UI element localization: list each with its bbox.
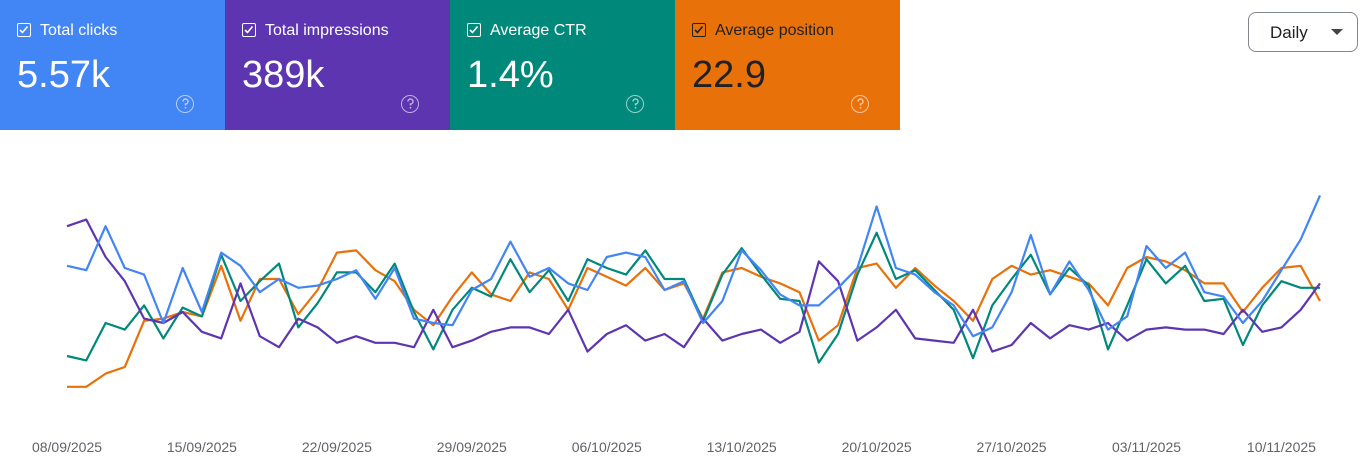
check-mark	[469, 25, 479, 34]
question-mark	[406, 98, 414, 109]
help-icon[interactable]	[401, 95, 419, 113]
metric-value: 5.57k	[17, 54, 110, 96]
metric-card[interactable]: Total clicks 5.57k	[0, 0, 225, 130]
x-tick-label: 27/10/2025	[977, 439, 1047, 455]
metric-label: Average CTR	[490, 22, 587, 39]
check-mark	[19, 25, 29, 34]
metric-card[interactable]: Average position 22.9	[675, 0, 900, 130]
x-tick-label: 06/10/2025	[572, 439, 642, 455]
question-mark	[631, 98, 639, 109]
checkbox	[467, 23, 481, 37]
checkbox	[692, 23, 706, 37]
metric-value: 22.9	[692, 54, 766, 96]
metric-card[interactable]: Total impressions 389k	[225, 0, 450, 130]
series-line	[66, 218, 1321, 353]
series-line	[66, 194, 1322, 338]
question-mark	[181, 98, 189, 109]
metric-card[interactable]: Average CTR 1.4%	[450, 0, 675, 130]
series-line	[67, 249, 1321, 388]
metric-label: Total impressions	[265, 22, 389, 39]
dropdown-arrow	[1331, 29, 1343, 35]
x-tick-label: 29/09/2025	[437, 439, 507, 455]
x-tick-label: 08/09/2025	[32, 439, 102, 455]
metric-label: Total clicks	[40, 22, 118, 39]
check-mark	[694, 25, 704, 34]
checkbox	[17, 23, 31, 37]
metric-cards: Total clicks 5.57k Total impressions 389k Av…	[0, 0, 900, 130]
metric-value: 389k	[242, 54, 325, 96]
x-tick-label: 03/11/2025	[1112, 439, 1181, 455]
check-mark	[244, 25, 254, 34]
period-dropdown[interactable]: Daily	[1248, 12, 1358, 52]
x-tick-label: 13/10/2025	[707, 439, 777, 455]
help-icon[interactable]	[626, 95, 644, 113]
checkbox	[242, 23, 256, 37]
chart: 08/09/2025 15/09/2025 22/09/2025 29/09/2025…	[32, 194, 1322, 455]
help-icon[interactable]	[851, 95, 869, 113]
x-tick-label: 15/09/2025	[167, 439, 237, 455]
x-tick-label: 22/09/2025	[302, 439, 372, 455]
x-tick-label: 20/10/2025	[842, 439, 912, 455]
metric-label: Average position	[715, 22, 834, 39]
x-tick-label: 10/11/2025	[1247, 439, 1316, 455]
metric-value: 1.4%	[467, 54, 554, 96]
help-icon[interactable]	[176, 95, 194, 113]
question-mark	[856, 98, 864, 109]
period-label: Daily	[1270, 23, 1308, 42]
